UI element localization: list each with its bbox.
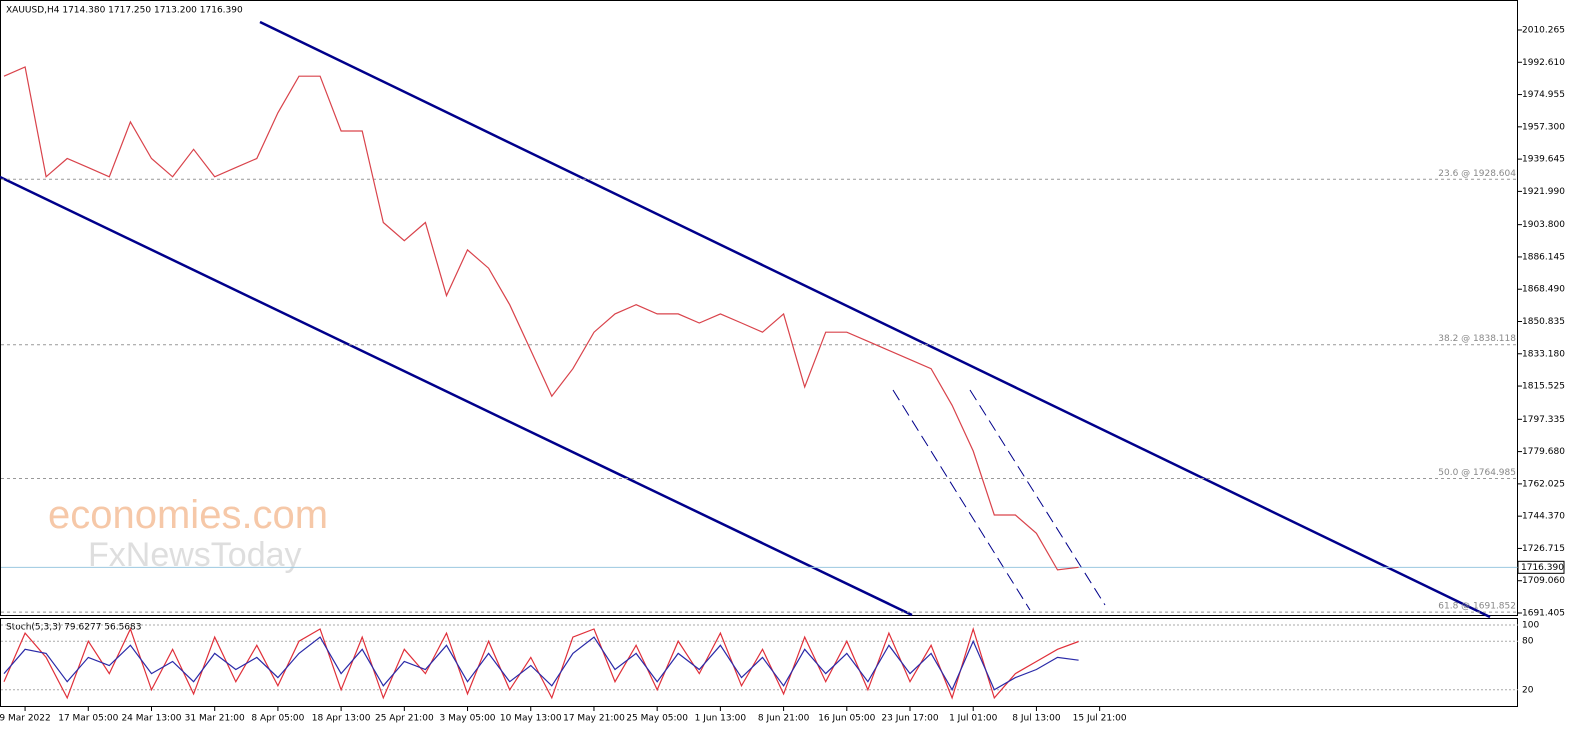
price-panel [0, 0, 1518, 616]
y2-tick-label: 20 [1522, 685, 1534, 695]
y-tick-label: 1974.955 [1522, 90, 1565, 100]
x-tick-label: 16 Jun 05:00 [818, 714, 875, 724]
x-tick-label: 24 Mar 13:00 [121, 714, 181, 724]
fib-label: 38.2 @ 1838.118 [1438, 334, 1516, 344]
channel-line [892, 389, 1031, 611]
y2-tick-label: 80 [1522, 637, 1534, 647]
y-tick-label: 1815.525 [1522, 382, 1565, 392]
y-tick-label: 1957.300 [1522, 122, 1565, 132]
fib-label: 23.6 @ 1928.604 [1438, 169, 1516, 179]
y-tick-label: 1992.610 [1522, 58, 1565, 68]
x-tick-label: 15 Jul 21:00 [1073, 714, 1127, 724]
x-tick-label: 8 Jul 13:00 [1012, 714, 1061, 724]
x-tick-label: 25 Apr 21:00 [375, 714, 434, 724]
x-tick-label: 17 May 21:00 [563, 714, 625, 724]
x-tick-label: 9 Mar 2022 [0, 714, 51, 724]
x-tick-label: 31 Mar 21:00 [185, 714, 245, 724]
x-tick-label: 1 Jul 01:00 [949, 714, 998, 724]
y-tick-label: 1850.835 [1522, 317, 1565, 327]
y-tick-label: 1886.145 [1522, 252, 1565, 262]
last-price-label: 1716.390 [1521, 563, 1564, 573]
series-line [3, 66, 1079, 571]
y-tick-label: 1762.025 [1522, 479, 1565, 489]
y-tick-label: 1868.490 [1522, 285, 1565, 295]
x-tick-label: 17 Mar 05:00 [58, 714, 118, 724]
y2-tick-label: 100 [1522, 621, 1539, 631]
y-tick-label: 1797.335 [1522, 415, 1565, 425]
series-line [3, 636, 1079, 692]
x-tick-label: 1 Jun 13:00 [695, 714, 747, 724]
chart-title: XAUUSD,H4 1714.380 1717.250 1713.200 171… [6, 6, 243, 16]
y-tick-label: 1779.680 [1522, 447, 1565, 457]
indicator-label: Stoch(5,3,3) 79.6277 56.5683 [6, 623, 141, 633]
y-tick-label: 1833.180 [1522, 349, 1565, 359]
x-tick-label: 10 May 13:00 [500, 714, 562, 724]
y-tick-label: 1726.715 [1522, 544, 1565, 554]
channel-line [0, 175, 913, 617]
channel-line [259, 20, 1491, 619]
x-tick-label: 25 May 05:00 [626, 714, 688, 724]
y-tick-label: 1903.800 [1522, 220, 1565, 230]
y-tick-label: 2010.265 [1522, 25, 1565, 35]
channel-line [969, 389, 1106, 606]
indicator-panel [0, 618, 1518, 707]
x-tick-label: 23 Jun 17:00 [881, 714, 938, 724]
y-tick-label: 1921.990 [1522, 187, 1565, 197]
y-tick-label: 1744.370 [1522, 512, 1565, 522]
y-tick-label: 1709.060 [1522, 576, 1565, 586]
watermark: FxNewsToday [88, 536, 302, 574]
x-tick-label: 3 May 05:00 [440, 714, 496, 724]
x-tick-label: 18 Apr 13:00 [312, 714, 371, 724]
x-tick-label: 8 Jun 21:00 [758, 714, 810, 724]
last-price-box [1517, 560, 1565, 574]
y-tick-label: 1691.405 [1522, 608, 1565, 618]
y-tick-label: 1939.645 [1522, 155, 1565, 165]
fib-label: 50.0 @ 1764.985 [1438, 468, 1516, 478]
watermark: economies.com [48, 493, 328, 537]
fib-label: 61.8 @ 1691.852 [1438, 602, 1516, 612]
x-tick-label: 8 Apr 05:00 [251, 714, 304, 724]
